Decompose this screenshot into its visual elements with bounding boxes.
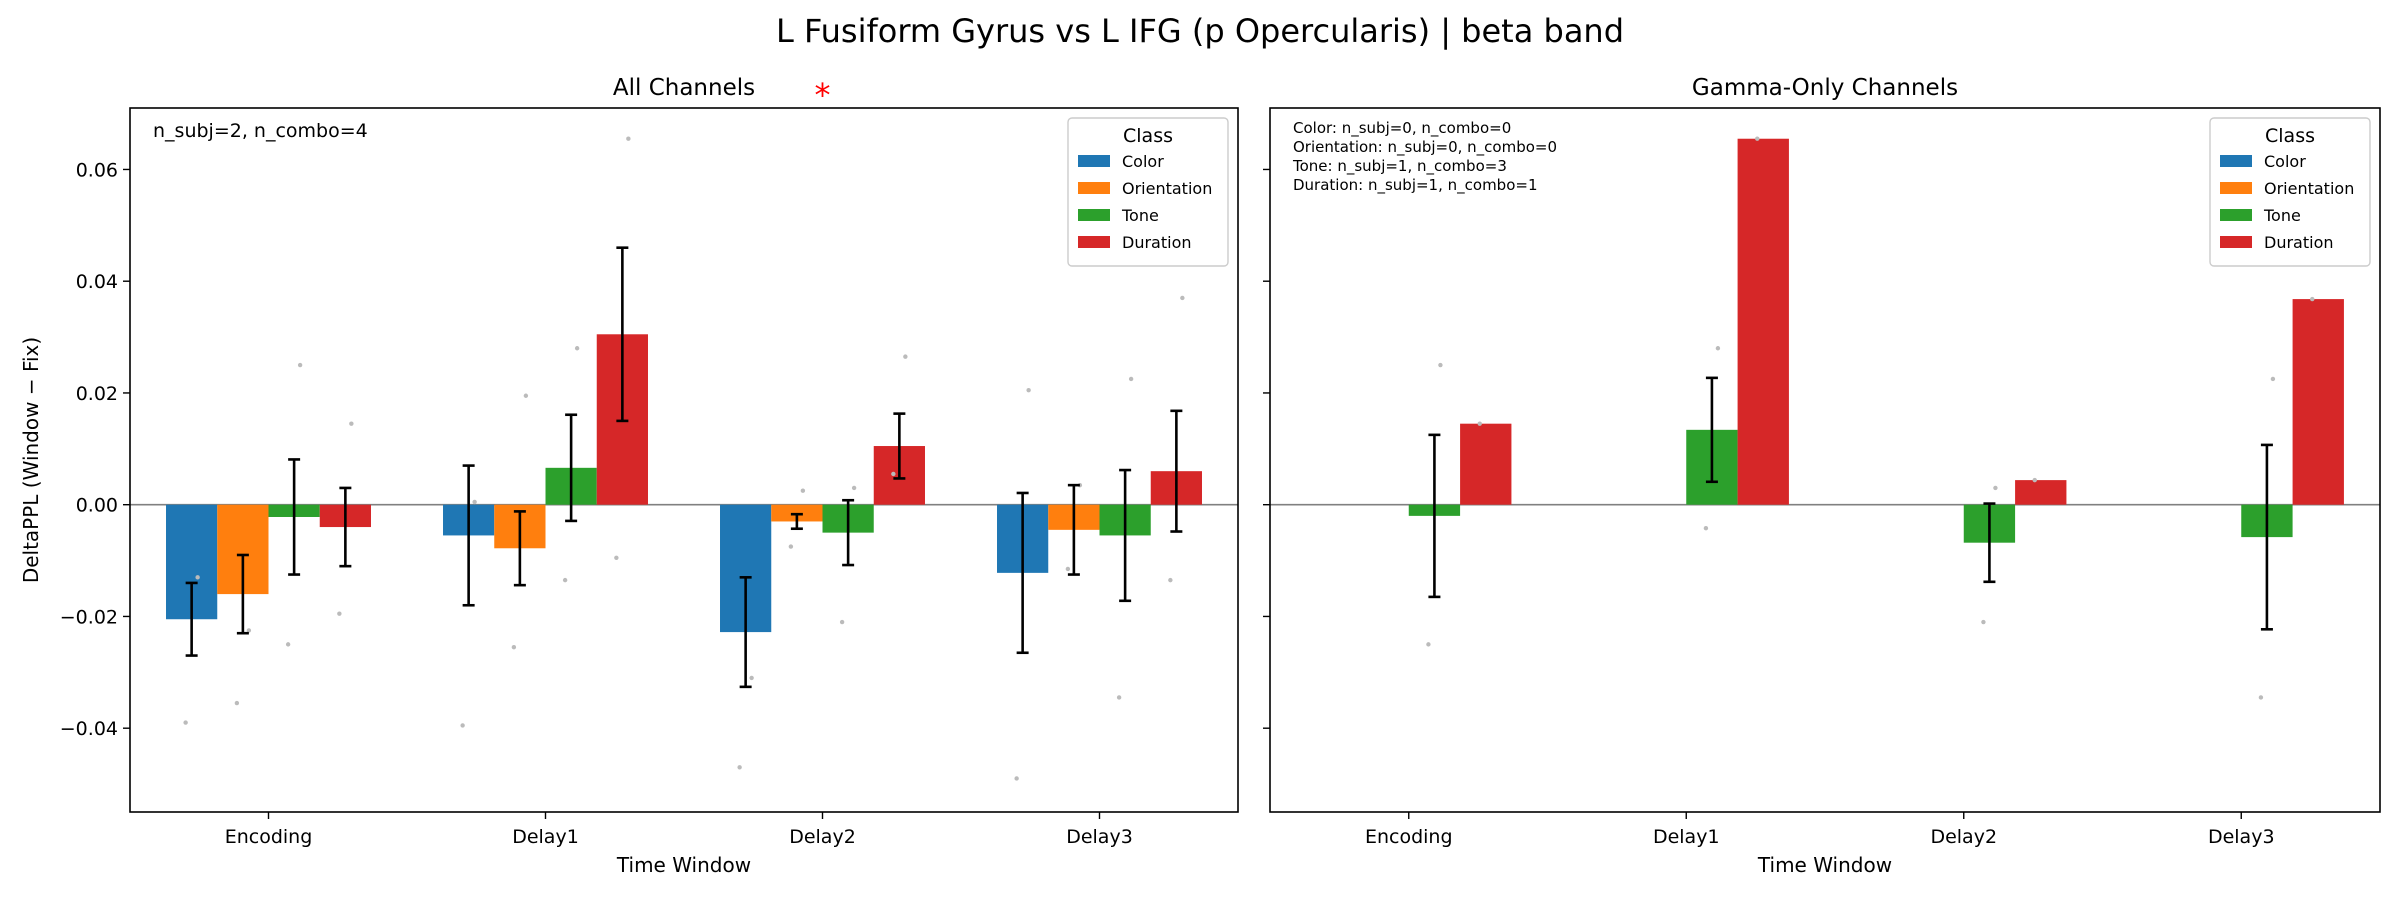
x-tick-label-delay1: Delay1 <box>1653 826 1720 848</box>
legend-swatch-tone <box>1078 209 1110 221</box>
x-tick-label-encoding: Encoding <box>1365 826 1453 848</box>
point-tone-encoding <box>1426 642 1431 647</box>
legend-label-orientation: Orientation <box>1122 179 1212 198</box>
panel-title: All Channels <box>613 75 755 101</box>
point-color-delay1 <box>472 499 477 505</box>
x-tick-label-delay3: Delay3 <box>1066 826 1133 848</box>
point-duration-encoding <box>349 421 354 426</box>
legend-title: Class <box>2265 125 2315 147</box>
y-tick-label: −0.04 <box>60 718 118 740</box>
point-color-delay3 <box>1026 387 1031 393</box>
legend-label-duration: Duration <box>2264 233 2334 252</box>
point-duration-encoding <box>337 611 342 616</box>
legend-swatch-duration <box>1078 236 1110 248</box>
point-duration-encoding <box>1477 421 1482 426</box>
point-orientation-encoding <box>246 628 252 633</box>
legend-label-color: Color <box>1122 152 1164 171</box>
legend-swatch-color <box>1078 155 1110 167</box>
point-duration-delay2 <box>891 471 896 477</box>
plot-frame <box>1269 107 2381 813</box>
point-tone-delay2 <box>1981 619 1986 625</box>
y-axis-label: DeltaPPL (Window − Fix) <box>19 337 43 583</box>
point-tone-delay1 <box>1703 525 1709 531</box>
x-tick-label-delay3: Delay3 <box>2208 826 2275 848</box>
point-duration-delay3 <box>1180 295 1185 301</box>
annotation-line: Orientation: n_subj=0, n_combo=0 <box>1293 138 1557 157</box>
point-tone-delay3 <box>1116 695 1122 700</box>
legend-label-tone: Tone <box>1121 206 1159 225</box>
bar-duration-delay1 <box>1737 138 1789 505</box>
point-tone-delay2 <box>1993 485 1998 491</box>
figure-title: L Fusiform Gyrus vs L IFG (p Opercularis… <box>776 12 1624 50</box>
legend-title: Class <box>1123 125 1173 147</box>
point-duration-delay1 <box>1755 136 1760 141</box>
point-color-delay3 <box>1014 776 1019 781</box>
point-color-delay1 <box>460 723 465 728</box>
x-axis-label: Time Window <box>1757 853 1892 877</box>
x-tick-label-delay1: Delay1 <box>512 826 579 848</box>
point-color-encoding <box>183 720 188 725</box>
point-color-delay2 <box>737 765 742 770</box>
point-orientation-delay2 <box>800 488 806 493</box>
point-orientation-delay3 <box>1065 566 1071 572</box>
y-tick-label: −0.02 <box>60 606 118 628</box>
plot-frame <box>129 107 1239 813</box>
bar-duration-delay3 <box>2292 299 2344 505</box>
legend-label-orientation: Orientation <box>2264 179 2354 198</box>
point-orientation-delay1 <box>511 644 517 650</box>
x-tick-label-delay2: Delay2 <box>1930 826 1997 848</box>
y-tick-label: 0.02 <box>76 383 118 405</box>
point-orientation-delay1 <box>523 393 529 398</box>
panel-all-channels: All Channels −0.04 −0.02 0.00 0.02 0.04 0.06 En… <box>19 75 1239 877</box>
point-tone-delay2 <box>851 485 857 491</box>
bar-duration-delay2 <box>2015 480 2067 505</box>
legend-swatch-color <box>2220 155 2252 167</box>
point-tone-delay3 <box>2258 695 2264 700</box>
annotation-line: Color: n_subj=0, n_combo=0 <box>1293 119 1511 138</box>
annotation-text: n_subj=2, n_combo=4 <box>153 120 368 142</box>
panel-gamma-only-channels: Gamma-Only Channels Encoding Delay1 Delay2 D… <box>1263 75 2381 877</box>
point-duration-delay3 <box>1168 577 1173 583</box>
annotation-line: Tone: n_subj=1, n_combo=3 <box>1292 157 1507 176</box>
legend-swatch-orientation <box>2220 182 2252 194</box>
x-tick-label-delay2: Delay2 <box>789 826 856 848</box>
x-tick-label-encoding: Encoding <box>225 826 313 848</box>
point-duration-delay3 <box>2310 296 2315 302</box>
point-tone-encoding <box>297 362 303 368</box>
legend-swatch-duration <box>2220 236 2252 248</box>
legend: Class Color Orientation Tone Duration <box>1067 117 1229 267</box>
point-tone-delay1 <box>1715 346 1721 351</box>
point-tone-delay1 <box>562 577 568 583</box>
point-tone-encoding <box>285 642 291 647</box>
legend: Class Color Orientation Tone Duration <box>2209 117 2371 267</box>
point-duration-delay1 <box>614 555 619 560</box>
point-color-encoding <box>195 575 200 580</box>
point-tone-delay3 <box>1128 376 1134 382</box>
point-tone-delay3 <box>2270 376 2276 382</box>
point-tone-delay1 <box>574 346 580 351</box>
legend-swatch-tone <box>2220 209 2252 221</box>
legend-label-duration: Duration <box>1122 233 1192 252</box>
point-duration-delay2 <box>903 354 908 359</box>
point-color-delay2 <box>749 675 754 681</box>
y-tick-label: 0.06 <box>76 159 118 181</box>
y-tick-label: 0.00 <box>76 495 118 517</box>
legend-swatch-orientation <box>1078 182 1110 194</box>
point-duration-delay1 <box>626 136 631 141</box>
point-duration-delay2 <box>2032 477 2037 483</box>
point-tone-encoding <box>1438 362 1443 368</box>
annotation-line: Duration: n_subj=1, n_combo=1 <box>1293 176 1538 195</box>
point-tone-delay2 <box>839 619 845 625</box>
panel-title: Gamma-Only Channels <box>1692 75 1958 101</box>
point-orientation-encoding <box>234 700 240 706</box>
x-axis-label: Time Window <box>616 853 751 877</box>
significance-marker: * <box>815 76 831 114</box>
bar-duration-encoding <box>1460 423 1512 505</box>
legend-label-tone: Tone <box>2263 206 2301 225</box>
point-orientation-delay2 <box>788 544 794 549</box>
y-tick-label: 0.04 <box>76 271 118 293</box>
legend-label-color: Color <box>2264 152 2306 171</box>
